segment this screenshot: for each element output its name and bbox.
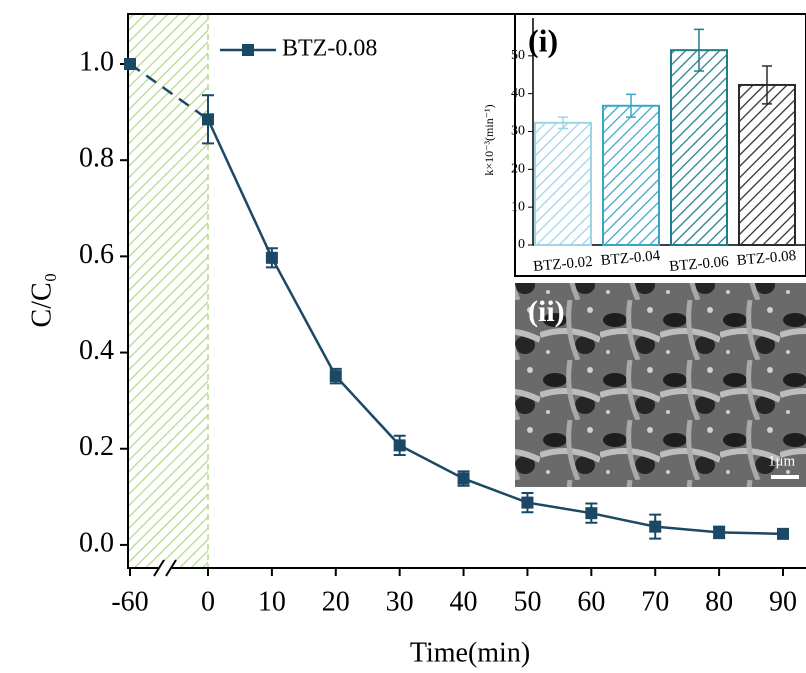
legend-label: BTZ-0.08: [282, 36, 377, 62]
y-tick-label: 0.6: [79, 239, 114, 270]
inset-y-tick-label: 30: [511, 124, 525, 139]
bar: [535, 123, 591, 245]
data-point: [202, 113, 214, 125]
data-point: [713, 526, 725, 538]
legend-marker: [242, 44, 254, 56]
bar: [739, 85, 795, 245]
inset-y-tick-label: 10: [511, 199, 525, 214]
image-label: (ii): [528, 295, 565, 328]
x-tick-label: 0: [201, 586, 215, 617]
bar: [603, 106, 659, 245]
inset-y-tick-label: 0: [518, 237, 525, 252]
scale-bar-label: 1μm: [768, 453, 796, 469]
inset-title: (i): [528, 22, 558, 58]
data-point: [458, 473, 470, 485]
data-point: [649, 521, 661, 533]
inset-y-axis-label: k×10⁻³(min⁻¹): [482, 104, 496, 175]
pre-adsorption-region: [128, 14, 208, 568]
x-tick-label: 30: [386, 586, 414, 617]
data-point: [330, 370, 342, 382]
y-tick-label: 0.0: [79, 527, 114, 558]
data-point: [521, 497, 533, 509]
inset-y-tick-label: 50: [511, 48, 525, 63]
data-point: [266, 252, 278, 264]
x-tick-label: 10: [258, 586, 286, 617]
x-tick-label: -60: [111, 586, 148, 617]
y-tick-label: 0.8: [79, 143, 114, 174]
data-point: [124, 58, 136, 70]
data-point: [394, 439, 406, 451]
x-tick-label: 80: [705, 586, 733, 617]
data-point: [777, 528, 789, 540]
x-tick-label: 70: [641, 586, 669, 617]
x-tick-label: 40: [450, 586, 478, 617]
y-tick-label: 1.0: [79, 46, 114, 77]
x-tick-label: 20: [322, 586, 350, 617]
scale-bar: [771, 475, 799, 479]
x-axis-label: Time(min): [410, 637, 530, 668]
inset-y-tick-label: 20: [511, 162, 525, 177]
figure: 0.0 0.2 0.4 0.6 0.8 1.0 -60 0 10 20 30 40 50 60 70 80 90…: [0, 0, 806, 673]
x-tick-label: 60: [577, 586, 605, 617]
x-tick-label: 50: [513, 586, 541, 617]
x-tick-label: 90: [769, 586, 797, 617]
data-point: [585, 507, 597, 519]
y-tick-label: 0.2: [79, 431, 114, 462]
y-axis-label: C/C₀: [26, 273, 57, 328]
y-tick-label: 0.4: [79, 335, 114, 366]
inset-y-tick-label: 40: [511, 86, 525, 101]
sem-image: (ii) 1μm: [515, 283, 806, 487]
bar: [671, 50, 727, 245]
